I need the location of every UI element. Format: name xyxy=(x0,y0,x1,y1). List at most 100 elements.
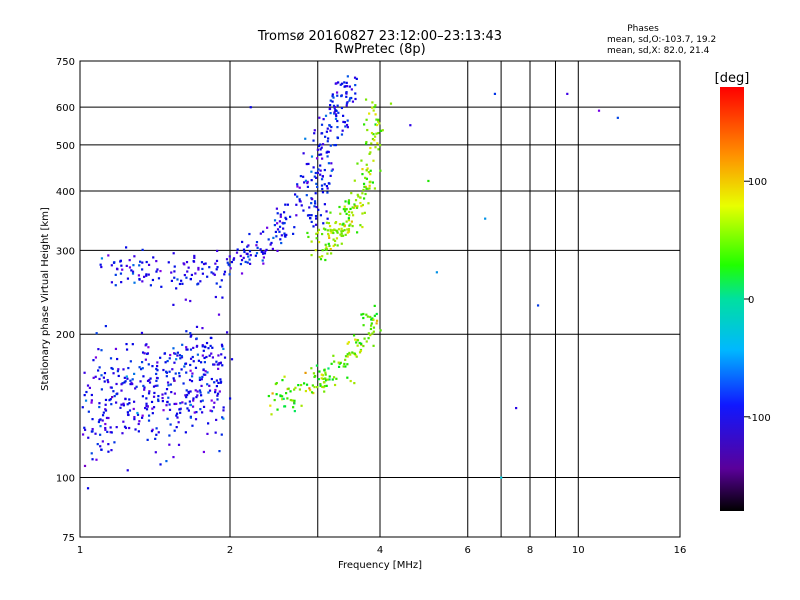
x-axis-ticks: 1 2 4 6 8 10 16 xyxy=(77,545,687,556)
data-point xyxy=(358,351,362,354)
data-point xyxy=(305,194,308,197)
data-point xyxy=(346,228,349,231)
data-point xyxy=(210,271,213,274)
data-point xyxy=(143,386,146,389)
data-point xyxy=(219,378,222,381)
data-point xyxy=(138,420,141,423)
data-point xyxy=(104,324,107,328)
data-point xyxy=(323,168,326,172)
data-point xyxy=(211,356,215,359)
data-point xyxy=(176,354,179,357)
data-point xyxy=(229,267,232,270)
data-point xyxy=(111,367,114,371)
data-point xyxy=(353,76,357,79)
data-point xyxy=(145,402,148,405)
data-point xyxy=(147,414,151,417)
data-point xyxy=(218,390,221,393)
data-point xyxy=(346,101,349,104)
data-point xyxy=(120,383,123,386)
data-point xyxy=(169,423,172,426)
data-point xyxy=(336,119,339,123)
data-point xyxy=(202,262,206,266)
data-point xyxy=(342,114,345,117)
data-point xyxy=(375,118,378,121)
data-point xyxy=(181,282,184,285)
data-point xyxy=(110,366,113,370)
data-point xyxy=(132,407,135,411)
data-point xyxy=(147,346,150,349)
data-point xyxy=(281,395,284,398)
data-point xyxy=(175,426,178,429)
data-point xyxy=(275,235,278,238)
data-point xyxy=(174,352,177,355)
data-point xyxy=(324,114,328,117)
data-point xyxy=(338,223,342,226)
data-point xyxy=(369,151,372,154)
data-point xyxy=(172,347,175,350)
data-point xyxy=(344,85,347,88)
data-point xyxy=(104,426,107,430)
data-point xyxy=(333,243,337,246)
data-point xyxy=(189,363,192,367)
data-point xyxy=(131,382,134,386)
data-point xyxy=(106,430,109,434)
data-point xyxy=(282,227,285,230)
data-point xyxy=(566,92,569,95)
data-point xyxy=(187,266,190,269)
data-point xyxy=(198,378,202,382)
data-point xyxy=(363,211,366,214)
data-point xyxy=(128,398,131,401)
data-point xyxy=(306,185,309,188)
data-point xyxy=(283,405,286,408)
data-point xyxy=(330,231,333,234)
data-point xyxy=(112,372,115,375)
data-point xyxy=(337,361,340,364)
data-point xyxy=(373,314,376,317)
data-point xyxy=(255,252,259,255)
data-point xyxy=(324,373,327,376)
data-point xyxy=(194,366,198,369)
data-point xyxy=(368,112,371,115)
data-point xyxy=(355,77,358,81)
data-point xyxy=(165,375,168,378)
data-point xyxy=(344,208,348,211)
data-point xyxy=(366,128,369,132)
data-point xyxy=(201,267,204,271)
data-point xyxy=(209,336,212,339)
data-point xyxy=(279,238,282,241)
data-point xyxy=(259,232,262,235)
data-point xyxy=(325,248,329,251)
data-point xyxy=(333,112,336,115)
data-point xyxy=(273,398,276,402)
data-point xyxy=(262,252,265,255)
data-point xyxy=(198,389,202,392)
data-point xyxy=(138,264,141,267)
data-point xyxy=(330,362,333,365)
data-point xyxy=(189,299,192,303)
data-point xyxy=(247,244,250,247)
data-point xyxy=(208,384,211,387)
data-point xyxy=(331,95,334,98)
data-point xyxy=(221,416,224,419)
x-tick-label: 2 xyxy=(227,545,233,556)
data-point xyxy=(210,377,213,381)
data-point xyxy=(100,257,104,260)
data-point xyxy=(371,317,374,320)
data-point xyxy=(346,85,349,88)
data-point xyxy=(143,352,146,355)
data-point xyxy=(133,281,136,284)
data-point xyxy=(140,361,144,364)
data-point xyxy=(326,127,329,130)
data-point xyxy=(137,430,140,433)
data-point xyxy=(180,279,183,282)
data-point xyxy=(146,405,149,408)
colorbar xyxy=(720,87,744,511)
data-point xyxy=(317,378,320,381)
data-point xyxy=(87,436,90,439)
data-point xyxy=(616,116,619,119)
data-point xyxy=(125,342,128,346)
data-point xyxy=(111,395,114,399)
data-point xyxy=(185,389,188,392)
data-point xyxy=(316,386,319,389)
data-point xyxy=(337,365,341,368)
